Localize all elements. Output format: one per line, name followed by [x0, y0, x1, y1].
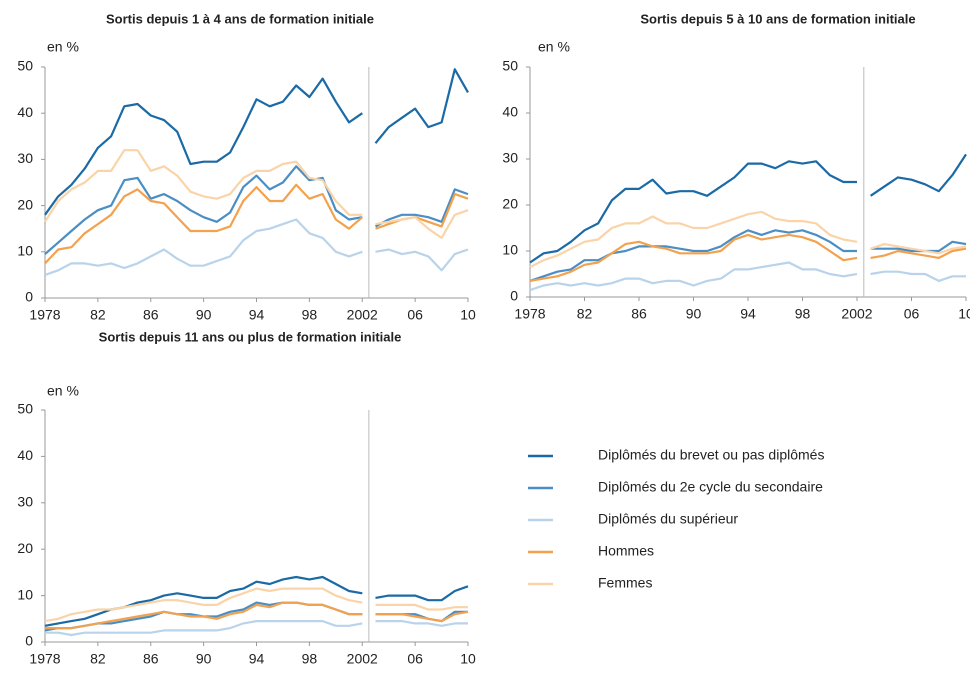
x-tick-label: 1978	[29, 651, 60, 667]
x-tick-label: 1978	[29, 307, 60, 323]
x-tick-label: 86	[631, 306, 647, 322]
chart-title: Sortis depuis 5 à 10 ans de formation in…	[640, 11, 915, 26]
x-tick-label: 86	[143, 307, 159, 323]
series-line	[44, 183, 469, 265]
x-tick-label: 94	[249, 307, 265, 323]
series-line	[44, 149, 469, 239]
y-tick-label: 10	[502, 242, 518, 258]
y-axis-label: en %	[538, 39, 570, 55]
y-tick-label: 50	[17, 401, 33, 417]
x-tick-label: 98	[302, 307, 318, 323]
legend-label: Diplômés du 2e cycle du secondaire	[598, 479, 823, 495]
x-tick-label: 2002	[841, 306, 872, 322]
y-axis-label: en %	[47, 39, 79, 55]
y-tick-label: 30	[17, 150, 33, 166]
x-tick-label: 90	[196, 307, 212, 323]
x-tick-label: 86	[143, 651, 159, 667]
x-tick-label: 98	[302, 651, 318, 667]
y-tick-label: 20	[17, 196, 33, 212]
series-line	[529, 210, 967, 269]
y-tick-label: 40	[17, 447, 33, 463]
series-line	[44, 575, 469, 627]
y-tick-label: 30	[17, 494, 33, 510]
y-tick-label: 40	[17, 104, 33, 120]
x-tick-label: 2002	[347, 307, 378, 323]
x-tick-label: 10	[460, 651, 476, 667]
y-tick-label: 0	[25, 633, 33, 649]
y-tick-label: 20	[17, 540, 33, 556]
series-line	[44, 165, 469, 255]
legend-label: Diplômés du brevet ou pas diplômés	[598, 447, 824, 463]
y-tick-label: 10	[17, 586, 33, 602]
y-tick-label: 0	[510, 288, 518, 304]
series-line	[44, 601, 468, 632]
x-tick-label: 82	[90, 307, 106, 323]
series-line	[44, 218, 469, 276]
x-tick-label: 82	[577, 306, 593, 322]
series-line	[44, 587, 468, 623]
series-line	[529, 229, 967, 282]
x-tick-label: 10	[460, 307, 476, 323]
series-line	[45, 620, 468, 637]
y-tick-label: 10	[17, 243, 33, 259]
series-line	[44, 68, 469, 216]
y-tick-label: 50	[17, 58, 33, 74]
x-tick-label: 90	[196, 651, 212, 667]
series-line	[529, 153, 967, 264]
y-tick-label: 20	[502, 196, 518, 212]
x-tick-label: 98	[795, 306, 811, 322]
chart-title: Sortis depuis 1 à 4 ans de formation ini…	[106, 11, 374, 26]
y-tick-label: 0	[25, 289, 33, 305]
chart-title: Sortis depuis 11 ans ou plus de formatio…	[99, 329, 402, 344]
legend-label: Hommes	[598, 543, 654, 559]
x-tick-label: 06	[407, 651, 423, 667]
x-tick-label: 1978	[514, 306, 545, 322]
x-tick-label: 10	[958, 306, 970, 322]
x-tick-label: 94	[249, 651, 265, 667]
x-tick-label: 90	[686, 306, 702, 322]
y-axis-label: en %	[47, 383, 79, 399]
series-line	[529, 261, 966, 292]
y-tick-label: 40	[502, 104, 518, 120]
y-tick-label: 30	[502, 150, 518, 166]
x-tick-label: 2002	[347, 651, 378, 667]
y-tick-label: 50	[502, 58, 518, 74]
series-line	[529, 233, 967, 282]
x-tick-label: 94	[740, 306, 756, 322]
x-tick-label: 82	[90, 651, 106, 667]
legend-label: Femmes	[598, 575, 652, 591]
series-line	[45, 601, 469, 630]
x-tick-label: 06	[904, 306, 920, 322]
legend-label: Diplômés du supérieur	[598, 511, 738, 527]
x-tick-label: 06	[407, 307, 423, 323]
